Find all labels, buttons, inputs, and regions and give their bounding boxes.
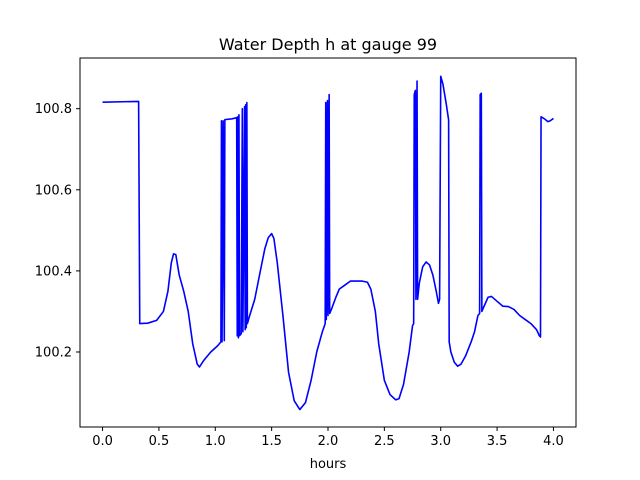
x-tick-label: 3.5 xyxy=(487,434,508,449)
x-tick-label: 1.5 xyxy=(261,434,282,449)
chart-title: Water Depth h at gauge 99 xyxy=(219,35,437,54)
y-axis-ticks: 100.2 100.4 100.6 100.8 xyxy=(35,102,80,360)
x-axis-ticks: 0.0 0.5 1.0 1.5 2.0 2.5 3.0 3.5 4.0 xyxy=(92,427,564,449)
plot-area xyxy=(102,75,554,411)
y-tick-label: 100.6 xyxy=(35,183,72,198)
y-tick-label: 100.8 xyxy=(35,102,72,117)
x-tick-label: 1.0 xyxy=(205,434,226,449)
x-tick-label: 0.0 xyxy=(92,434,113,449)
x-tick-label: 2.0 xyxy=(318,434,339,449)
series-line xyxy=(102,75,554,411)
x-tick-label: 0.5 xyxy=(149,434,170,449)
y-tick-label: 100.2 xyxy=(35,345,72,360)
x-tick-label: 4.0 xyxy=(543,434,564,449)
y-tick-label: 100.4 xyxy=(35,264,72,279)
x-tick-label: 2.5 xyxy=(374,434,395,449)
x-tick-label: 3.0 xyxy=(430,434,451,449)
x-axis-label: hours xyxy=(310,457,347,472)
